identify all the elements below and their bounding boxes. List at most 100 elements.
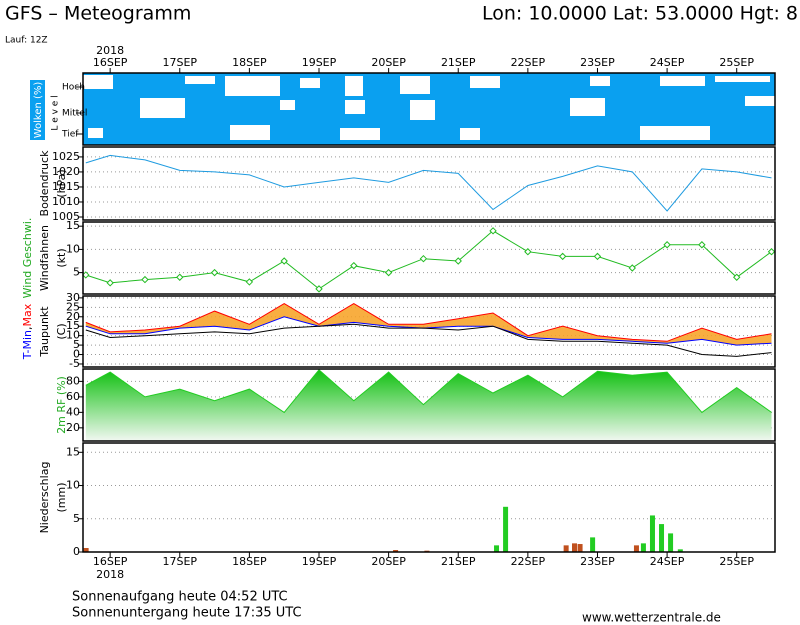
level-label: L e v e l <box>51 95 61 130</box>
x-tick-label: 19SEP <box>302 56 337 69</box>
x-tick-label: 20SEP <box>371 56 406 69</box>
marker <box>141 275 149 284</box>
sunrise: Sonnenaufgang heute 04:52 UTC <box>72 590 288 605</box>
marker <box>106 279 114 287</box>
cloud-label: Wolken (%) <box>33 82 44 139</box>
series-line <box>85 303 772 342</box>
panel-frame <box>82 368 776 442</box>
rh-area <box>85 369 772 441</box>
cloud-label-bg <box>30 80 45 140</box>
x-tick-label: 17SEP <box>162 555 197 568</box>
temp-band <box>85 303 772 346</box>
precip-bar <box>640 543 646 552</box>
y-label: (kt) <box>55 248 68 267</box>
y-tick-label: 1005 <box>52 210 80 223</box>
series-line <box>85 323 772 357</box>
y-tick-label: 1020 <box>52 165 80 178</box>
marker <box>628 264 636 272</box>
panel-frame <box>82 295 776 368</box>
run: Lauf: 12Z <box>5 36 48 46</box>
marker <box>245 278 254 286</box>
y-tick-label: 5 <box>73 512 80 525</box>
precip-bar <box>633 545 639 552</box>
y-tick-label: 10 <box>66 242 80 255</box>
marker <box>558 252 567 261</box>
level: Tief <box>61 130 79 140</box>
series-line <box>85 154 772 212</box>
panel-frame <box>82 72 776 146</box>
x-tick-label: 25SEP <box>719 56 754 69</box>
y-tick-label: 0 <box>73 545 80 558</box>
y-label: (C) <box>55 323 68 339</box>
precip-bar <box>503 506 509 552</box>
y-label: Taupunkt <box>38 306 51 358</box>
y-tick-label: 1015 <box>52 180 80 193</box>
precip-bar <box>577 544 583 552</box>
x-tick-label: 20SEP <box>371 555 406 568</box>
precip-bar <box>572 543 578 552</box>
y-label: Bodendruck <box>38 150 51 217</box>
level: Mittel <box>62 109 87 119</box>
title: GFS – Meteogramm <box>5 3 191 25</box>
panel-frame <box>82 442 776 553</box>
marker <box>767 248 776 256</box>
marker <box>315 285 323 293</box>
panel-frame <box>82 146 776 221</box>
x-tick-label: 16SEP <box>93 56 128 69</box>
precip-bar <box>659 524 665 552</box>
y-tick-label: 20 <box>66 310 80 323</box>
x-tick-label: 24SEP <box>650 56 685 69</box>
panel <box>83 147 775 220</box>
panel <box>83 222 775 294</box>
x-tick-label: 23SEP <box>580 555 615 568</box>
marker <box>419 254 428 263</box>
y-tick-label: -5 <box>69 357 80 370</box>
year: 2018 <box>96 44 124 57</box>
y-label-part: Wind Geschwi. <box>21 218 34 299</box>
source: www.wetterzentrale.de <box>582 611 721 625</box>
marker <box>524 248 532 256</box>
y-tick-label: 15 <box>66 319 80 332</box>
marker <box>489 227 497 235</box>
marker <box>698 241 706 249</box>
y-tick-label: 40 <box>66 405 80 418</box>
marker <box>663 241 671 249</box>
marker <box>454 257 462 265</box>
y-label: Niederschlag <box>38 462 51 534</box>
y-label: Wind Geschwi. <box>21 218 34 299</box>
y-tick-label: 1025 <box>52 150 80 163</box>
y-tick-label: 15 <box>66 219 80 232</box>
y-label-part: , <box>21 327 34 331</box>
y-tick-label: 30 <box>66 291 80 304</box>
y-label: T-Min,Max <box>21 303 34 360</box>
precip-bar <box>590 537 596 552</box>
y-label-part: Max <box>21 303 34 326</box>
x-tick-label: 17SEP <box>162 56 197 69</box>
marker <box>280 257 288 265</box>
y-tick-label: 20 <box>66 421 80 434</box>
y-tick-label: 15 <box>66 445 80 458</box>
precip-bar <box>668 533 674 552</box>
precip-bar <box>677 549 683 552</box>
y-tick-label: 5 <box>73 266 80 279</box>
x-tick-label: 19SEP <box>302 555 337 568</box>
y-label-part: T-Min <box>21 330 34 360</box>
marker <box>82 271 90 279</box>
x-tick-label: 21SEP <box>441 56 476 69</box>
x-tick-label: 18SEP <box>232 56 267 69</box>
panel <box>83 296 775 367</box>
year: 2018 <box>96 568 124 581</box>
location: Lon: 10.0000 Lat: 53.0000 Hgt: 8 <box>482 3 798 25</box>
rh-line <box>85 369 772 414</box>
y-label: Windfahnen <box>38 225 51 291</box>
y-tick-label: 10 <box>66 479 80 492</box>
y-tick-label: 0 <box>73 348 80 361</box>
x-tick-label: 24SEP <box>650 555 685 568</box>
marker <box>733 273 741 281</box>
cloud-blobs <box>83 75 775 140</box>
marker <box>176 273 184 281</box>
x-tick-label: 25SEP <box>719 555 754 568</box>
x-tick-label: 18SEP <box>232 555 267 568</box>
y-tick-label: 5 <box>73 338 80 351</box>
